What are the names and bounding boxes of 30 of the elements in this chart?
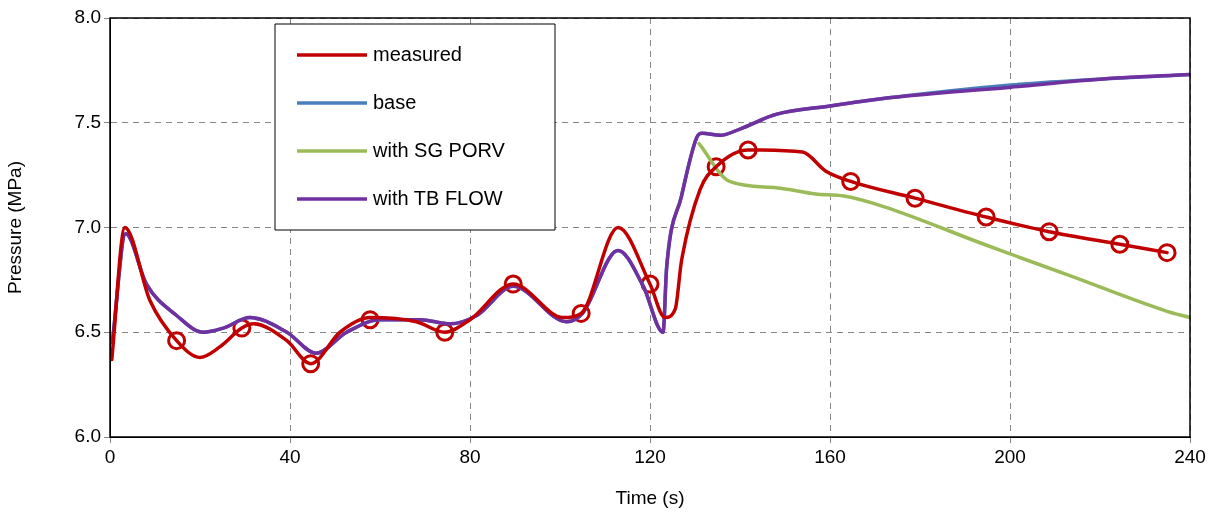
x-tick-label: 120 (634, 445, 666, 467)
y-tick-label: 7.5 (74, 110, 101, 132)
x-tick-label: 40 (279, 445, 301, 467)
x-tick-label: 240 (1174, 445, 1206, 467)
x-tick-label: 80 (459, 445, 481, 467)
legend-label: with TB FLOW (372, 186, 503, 209)
legend-label: base (373, 90, 417, 113)
point (1110, 234, 1130, 254)
y-axis-title: Pressure (MPa) (3, 160, 25, 295)
point (167, 331, 187, 351)
point (571, 303, 591, 323)
x-tick-label: 0 (104, 445, 116, 467)
point (841, 171, 861, 191)
point (976, 207, 996, 227)
point (1157, 243, 1177, 263)
point (503, 274, 523, 294)
point (1039, 222, 1059, 242)
point (905, 188, 925, 208)
y-tick-label: 6.0 (74, 425, 101, 447)
x-axis-title: Time (s) (615, 486, 685, 508)
x-tick-label: 160 (814, 445, 846, 467)
x-tick-label: 200 (994, 445, 1026, 467)
legend-label: with SG PORV (372, 138, 506, 161)
legend-label: measured (373, 42, 462, 65)
point (738, 140, 758, 160)
line-series (697, 141, 1190, 320)
y-tick-label: 8.0 (74, 6, 101, 28)
point (301, 354, 321, 374)
y-tick-label: 6.5 (74, 320, 101, 342)
y-tick-label: 7.0 (74, 215, 101, 237)
